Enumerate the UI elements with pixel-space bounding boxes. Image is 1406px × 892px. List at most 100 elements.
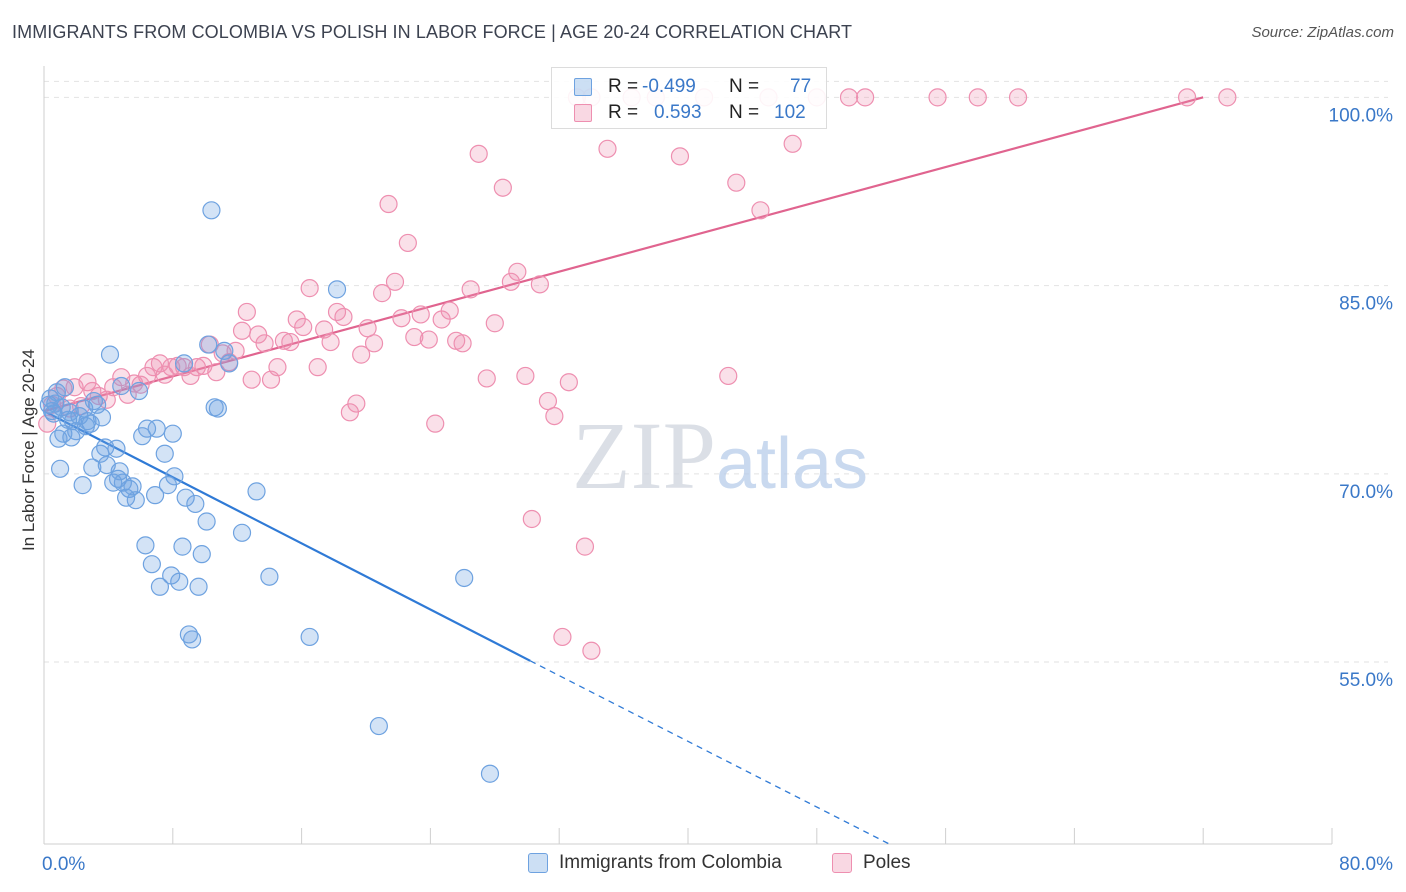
point-colombia[interactable] bbox=[247, 482, 266, 501]
point-colombia[interactable] bbox=[174, 354, 194, 373]
point-poles[interactable] bbox=[255, 334, 274, 353]
point-poles[interactable] bbox=[582, 641, 601, 660]
point-colombia[interactable] bbox=[123, 477, 142, 496]
point-poles[interactable] bbox=[379, 194, 398, 214]
point-colombia[interactable] bbox=[129, 381, 149, 401]
point-poles[interactable] bbox=[321, 332, 340, 352]
point-poles[interactable] bbox=[559, 373, 578, 392]
point-poles[interactable] bbox=[268, 358, 287, 377]
point-poles[interactable] bbox=[1218, 88, 1237, 107]
point-poles[interactable] bbox=[352, 345, 371, 364]
point-poles[interactable] bbox=[968, 88, 987, 107]
point-poles[interactable] bbox=[538, 391, 558, 411]
point-poles[interactable] bbox=[485, 314, 504, 333]
point-poles[interactable] bbox=[928, 88, 947, 107]
point-colombia[interactable] bbox=[197, 512, 216, 531]
point-colombia[interactable] bbox=[232, 523, 252, 542]
point-colombia[interactable] bbox=[480, 764, 500, 783]
point-poles[interactable] bbox=[155, 365, 174, 384]
point-poles[interactable] bbox=[598, 139, 617, 158]
point-poles[interactable] bbox=[670, 147, 690, 166]
point-poles[interactable] bbox=[78, 373, 97, 392]
point-poles[interactable] bbox=[334, 307, 353, 327]
point-poles[interactable] bbox=[364, 334, 384, 353]
point-colombia[interactable] bbox=[73, 476, 92, 495]
point-poles[interactable] bbox=[855, 88, 875, 107]
point-poles[interactable] bbox=[347, 394, 366, 413]
point-colombia[interactable] bbox=[202, 201, 221, 220]
point-poles[interactable] bbox=[553, 627, 572, 647]
point-colombia[interactable] bbox=[455, 568, 474, 588]
point-poles[interactable] bbox=[385, 272, 405, 291]
point-poles[interactable] bbox=[440, 301, 459, 320]
point-poles[interactable] bbox=[405, 327, 424, 347]
point-colombia[interactable] bbox=[189, 577, 208, 596]
point-colombia[interactable] bbox=[110, 462, 129, 481]
point-poles[interactable] bbox=[469, 144, 488, 163]
point-colombia[interactable] bbox=[208, 399, 227, 418]
point-colombia[interactable] bbox=[107, 439, 126, 458]
point-poles[interactable] bbox=[274, 331, 293, 350]
point-poles[interactable] bbox=[426, 414, 445, 433]
point-colombia[interactable] bbox=[81, 414, 100, 433]
point-poles[interactable] bbox=[1008, 88, 1028, 107]
point-colombia[interactable] bbox=[150, 577, 170, 596]
point-poles[interactable] bbox=[419, 330, 438, 349]
point-colombia[interactable] bbox=[50, 459, 70, 478]
point-poles[interactable] bbox=[501, 272, 520, 291]
point-poles[interactable] bbox=[493, 178, 512, 197]
point-poles[interactable] bbox=[411, 305, 430, 324]
point-colombia[interactable] bbox=[142, 555, 161, 574]
point-colombia[interactable] bbox=[155, 444, 174, 463]
point-poles[interactable] bbox=[516, 366, 535, 386]
point-poles[interactable] bbox=[294, 317, 313, 337]
point-poles[interactable] bbox=[242, 370, 261, 389]
point-poles[interactable] bbox=[477, 369, 496, 388]
point-colombia[interactable] bbox=[165, 467, 184, 486]
point-colombia[interactable] bbox=[192, 545, 211, 564]
point-colombia[interactable] bbox=[147, 419, 166, 438]
point-colombia[interactable] bbox=[220, 354, 239, 373]
point-poles[interactable] bbox=[783, 134, 802, 153]
point-colombia[interactable] bbox=[83, 458, 102, 477]
point-poles[interactable] bbox=[751, 201, 770, 220]
point-poles[interactable] bbox=[373, 284, 392, 303]
point-poles[interactable] bbox=[232, 321, 252, 340]
point-poles[interactable] bbox=[287, 310, 306, 329]
point-colombia[interactable] bbox=[183, 630, 202, 649]
point-poles[interactable] bbox=[719, 366, 738, 386]
point-poles[interactable] bbox=[461, 280, 480, 299]
point-colombia[interactable] bbox=[163, 424, 182, 443]
point-poles[interactable] bbox=[308, 358, 327, 377]
point-poles[interactable] bbox=[392, 309, 411, 328]
point-poles[interactable] bbox=[453, 334, 472, 353]
point-poles[interactable] bbox=[522, 509, 541, 529]
point-poles[interactable] bbox=[575, 537, 595, 556]
point-colombia[interactable] bbox=[120, 479, 139, 498]
point-poles[interactable] bbox=[358, 319, 377, 338]
point-colombia[interactable] bbox=[55, 378, 75, 397]
point-poles[interactable] bbox=[150, 354, 170, 373]
point-poles[interactable] bbox=[508, 262, 527, 281]
point-colombia[interactable] bbox=[112, 376, 131, 396]
point-poles[interactable] bbox=[727, 173, 746, 192]
point-poles[interactable] bbox=[1177, 88, 1197, 107]
point-colombia[interactable] bbox=[186, 494, 205, 514]
point-poles[interactable] bbox=[207, 363, 226, 382]
point-colombia[interactable] bbox=[327, 280, 347, 299]
point-poles[interactable] bbox=[839, 88, 859, 107]
point-colombia[interactable] bbox=[173, 537, 192, 556]
point-colombia[interactable] bbox=[199, 335, 218, 354]
point-poles[interactable] bbox=[300, 279, 319, 298]
point-colombia[interactable] bbox=[92, 408, 112, 427]
point-colombia[interactable] bbox=[176, 488, 195, 507]
point-poles[interactable] bbox=[237, 302, 256, 322]
point-poles[interactable] bbox=[398, 233, 417, 253]
point-colombia[interactable] bbox=[136, 536, 155, 555]
point-colombia[interactable] bbox=[100, 345, 120, 364]
point-colombia[interactable] bbox=[137, 419, 157, 438]
point-poles[interactable] bbox=[281, 332, 300, 352]
point-colombia[interactable] bbox=[300, 627, 319, 647]
point-colombia[interactable] bbox=[179, 625, 198, 644]
point-colombia[interactable] bbox=[60, 403, 79, 422]
